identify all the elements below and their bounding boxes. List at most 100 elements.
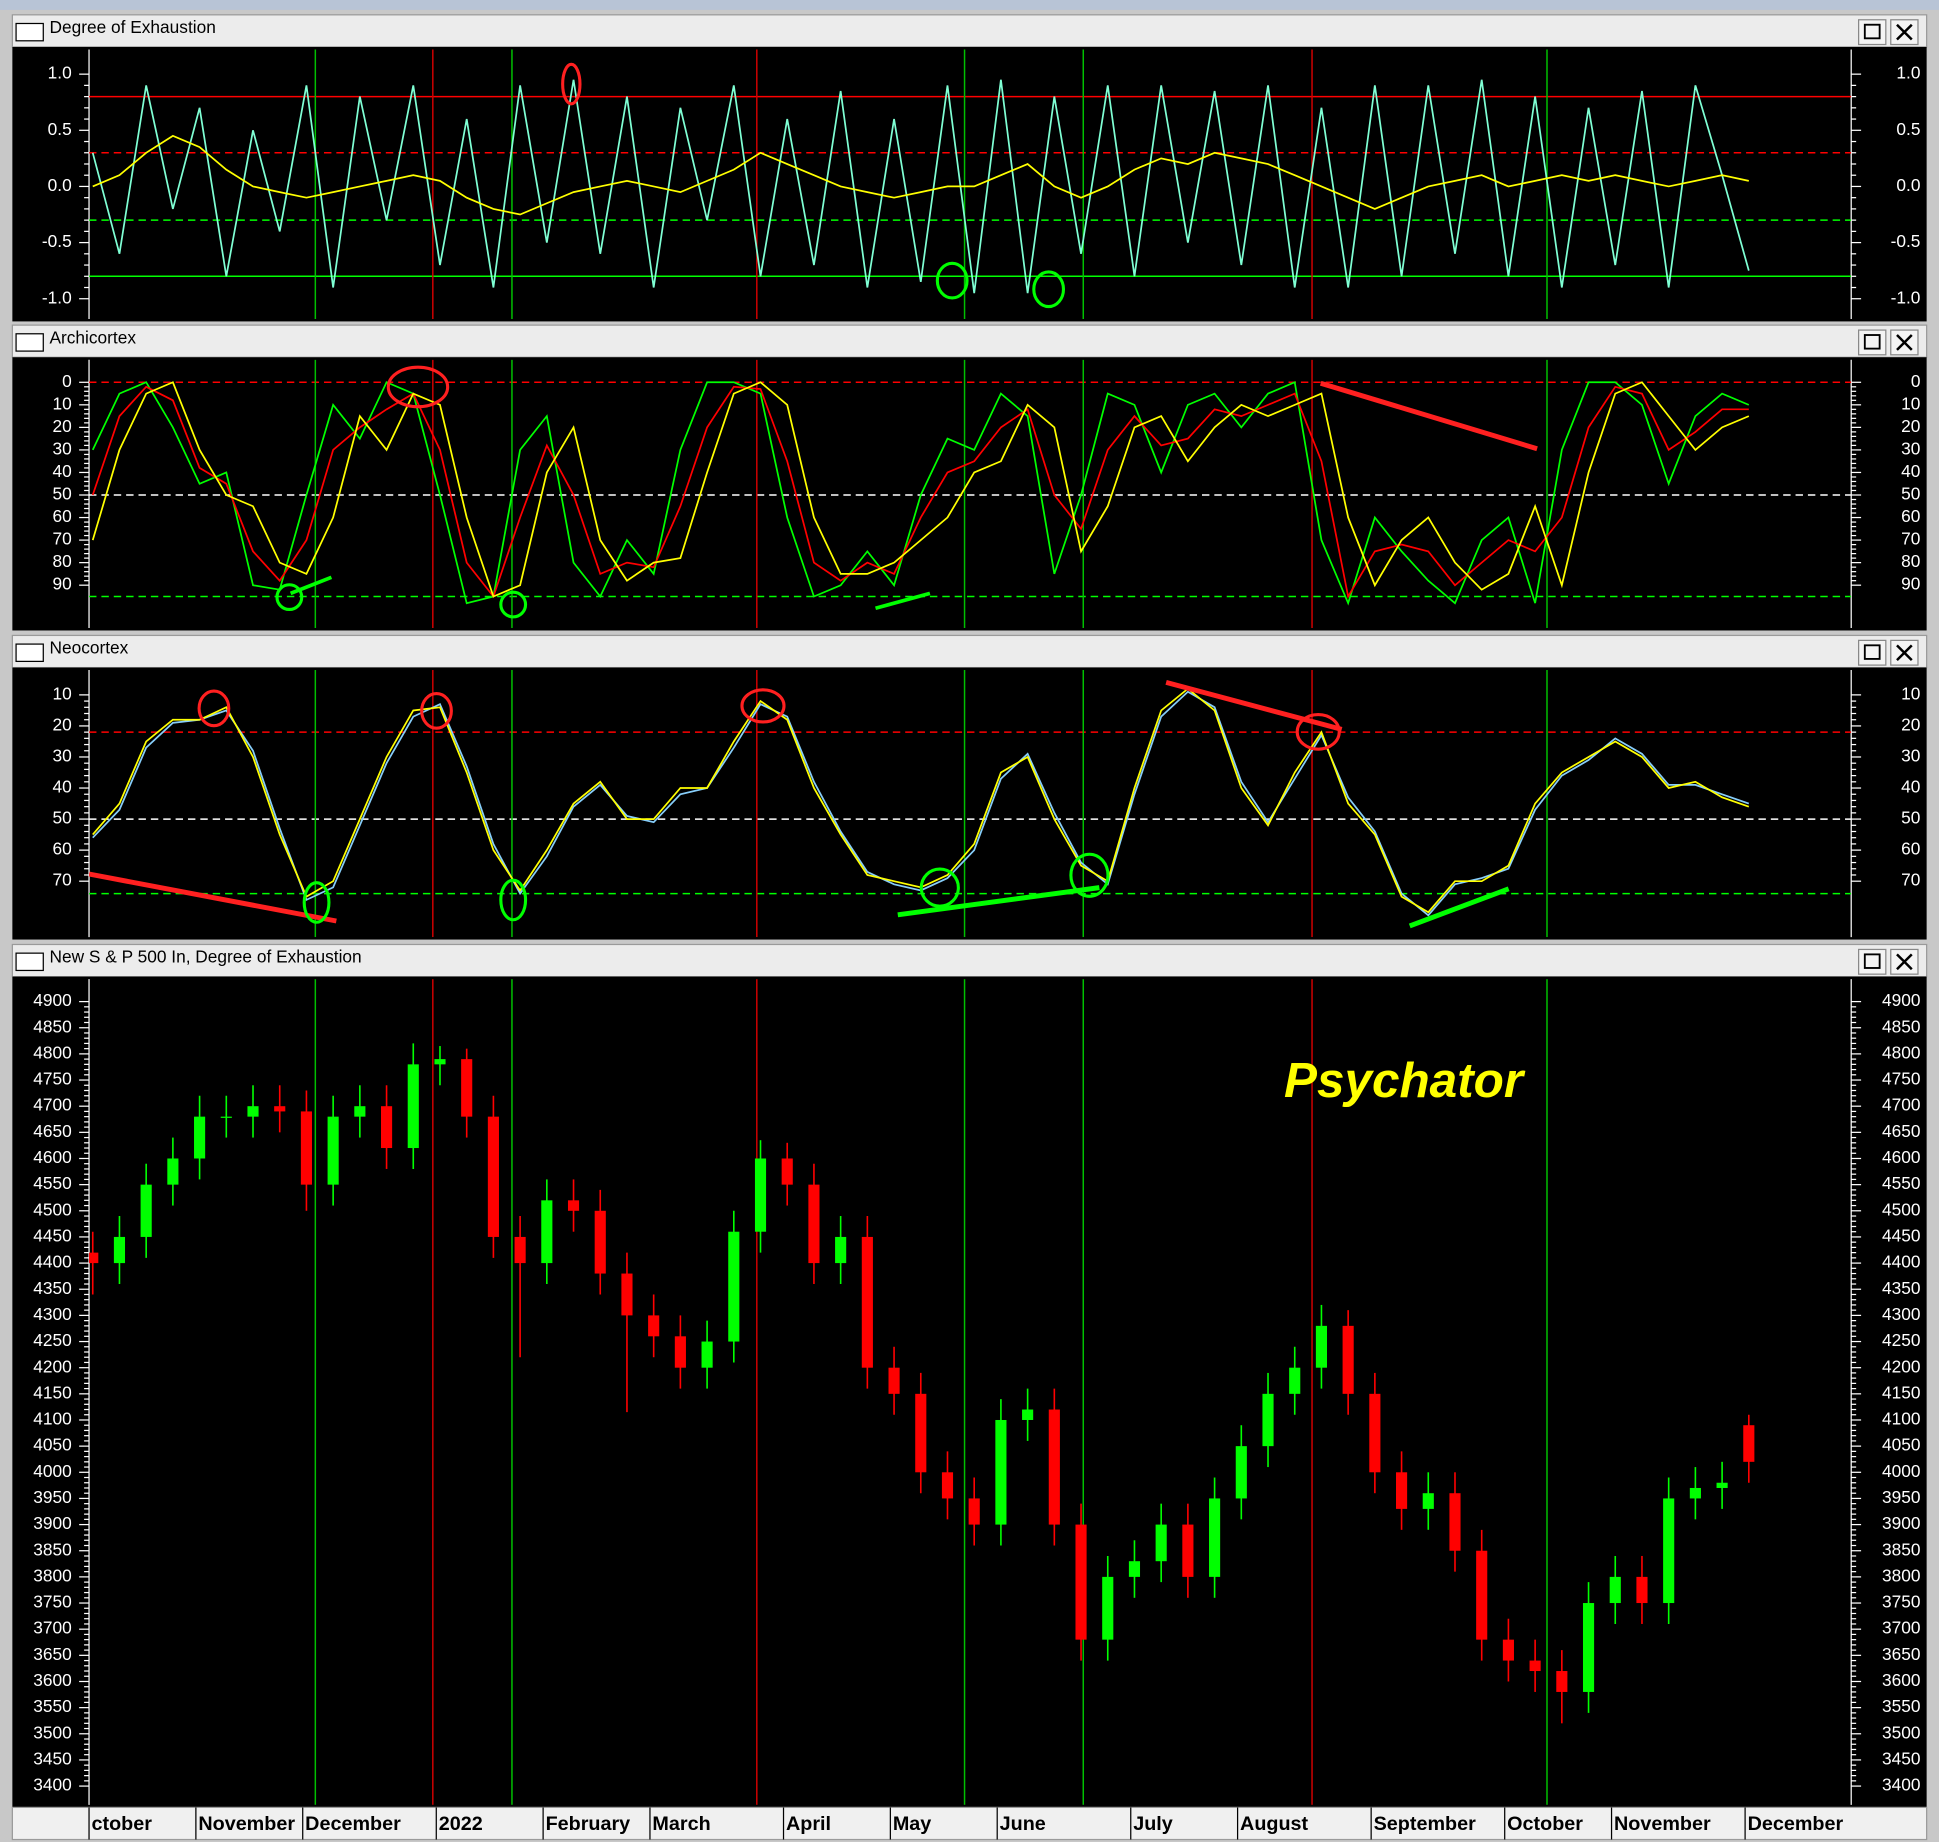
y-tick-label: 80 [52, 551, 71, 571]
y-tick-label-right: 4750 [1882, 1069, 1920, 1089]
y-tick-label: 3550 [33, 1696, 71, 1716]
series-line [92, 134, 1749, 216]
y-tick-label-right: 1.0 [1896, 63, 1920, 83]
candle-body [434, 1059, 446, 1065]
maximize-button[interactable] [1858, 19, 1887, 46]
y-tick-label: -1.0 [42, 287, 72, 307]
maximize-button[interactable] [1858, 948, 1887, 975]
y-tick-label-right: 3900 [1882, 1513, 1920, 1533]
maximize-button[interactable] [1858, 329, 1887, 356]
y-tick-label-right: 4800 [1882, 1042, 1920, 1062]
candle-body [1022, 1409, 1034, 1420]
candle-body [140, 1184, 152, 1237]
candle-body [1743, 1425, 1755, 1462]
candle-body [728, 1231, 740, 1342]
candle-body [220, 1116, 232, 1118]
candle-body [808, 1184, 820, 1264]
y-tick-label: 40 [52, 777, 71, 797]
y-tick-label-right: 50 [1901, 808, 1920, 828]
annotation-shape [386, 365, 450, 409]
panel-background [12, 667, 1927, 940]
candle-body [835, 1236, 847, 1264]
y-tick-label-right: 4550 [1882, 1173, 1920, 1193]
y-tick-label-right: 4300 [1882, 1304, 1920, 1324]
candle-body [915, 1393, 927, 1473]
candle-body [1502, 1639, 1514, 1661]
y-tick-label: 4000 [33, 1461, 71, 1481]
y-tick-label: 4150 [33, 1382, 71, 1402]
plot-area [89, 49, 1852, 319]
panel-header [11, 943, 1928, 978]
y-tick-label-right: 4200 [1882, 1356, 1920, 1376]
y-tick-label-right: 3500 [1882, 1722, 1920, 1742]
y-tick-label: 4250 [33, 1330, 71, 1350]
annotation-shape [1295, 713, 1341, 751]
candle-body [194, 1116, 206, 1159]
y-tick-label: 4350 [33, 1278, 71, 1298]
y-tick-label-right: 40 [1901, 777, 1920, 797]
annotation-shape [302, 881, 331, 924]
annotation-shape [289, 575, 333, 596]
panel-background [12, 46, 1927, 322]
y-tick-label-right: -0.5 [1891, 231, 1921, 251]
y-tick-label-right: 10 [1901, 393, 1920, 413]
candle-body [781, 1158, 793, 1185]
y-tick-label-right: 4700 [1882, 1095, 1920, 1115]
y-tick-label-right: 4100 [1882, 1409, 1920, 1429]
y-tick-label-right: 20 [1901, 416, 1920, 436]
candle-body [1155, 1524, 1167, 1562]
y-tick-label-right: 40 [1901, 461, 1920, 481]
panel-title: Degree of Exhaustion [49, 17, 215, 37]
series-line [91, 79, 1750, 294]
y-tick-label-right: 4900 [1882, 990, 1920, 1010]
annotation-shape [1069, 852, 1110, 898]
y-tick-label-right: 3700 [1882, 1618, 1920, 1638]
y-tick-label: 3600 [33, 1670, 71, 1690]
y-tick-label-right: 70 [1901, 870, 1920, 890]
annotation-shape [499, 878, 528, 922]
y-tick-label-right: 4250 [1882, 1330, 1920, 1350]
annotation-shape [197, 689, 231, 728]
y-tick-label-right: 4600 [1882, 1147, 1920, 1167]
candle-body [354, 1106, 366, 1117]
y-tick-label: 3700 [33, 1618, 71, 1638]
panel-header [11, 14, 1928, 48]
close-button[interactable] [1890, 329, 1919, 356]
x-tick-label: 2022 [439, 1813, 483, 1835]
candle-body [300, 1111, 312, 1185]
close-button[interactable] [1890, 639, 1919, 666]
y-tick-label-right: 3800 [1882, 1565, 1920, 1585]
annotation-shape [89, 871, 337, 924]
panel-title: Archicortex [49, 327, 136, 347]
annotation-shape [561, 62, 582, 106]
close-icon [1896, 334, 1913, 351]
y-tick-label: 1.0 [48, 63, 72, 83]
maximize-button[interactable] [1858, 639, 1887, 666]
x-tick-label: ctober [92, 1813, 153, 1835]
candle-body [701, 1341, 713, 1368]
annotation-shape [875, 591, 931, 611]
candle-body [1315, 1325, 1328, 1368]
y-tick-label-right: 3600 [1882, 1670, 1920, 1690]
candle-body [1342, 1325, 1354, 1394]
series-line [91, 381, 1750, 606]
x-tick-label: April [786, 1813, 831, 1835]
annotation-shape [1165, 680, 1343, 732]
y-tick-label: 4700 [33, 1095, 71, 1115]
y-tick-label: 70 [52, 870, 71, 890]
candle-body [1289, 1367, 1301, 1394]
app-title-bar [0, 0, 1939, 10]
x-tick-label: November [198, 1813, 295, 1835]
y-tick-label-right: 4450 [1882, 1226, 1920, 1246]
y-tick-label: 4500 [33, 1199, 71, 1219]
candle-body [1075, 1524, 1087, 1640]
y-tick-label: 4850 [33, 1016, 71, 1036]
y-tick-label: 3750 [33, 1592, 71, 1612]
candle-body [567, 1200, 580, 1211]
plot-area [89, 979, 1755, 1805]
candle-body [621, 1273, 633, 1316]
panel-background [12, 976, 1927, 1808]
candle-body [487, 1116, 499, 1237]
annotation-shape [919, 867, 960, 908]
